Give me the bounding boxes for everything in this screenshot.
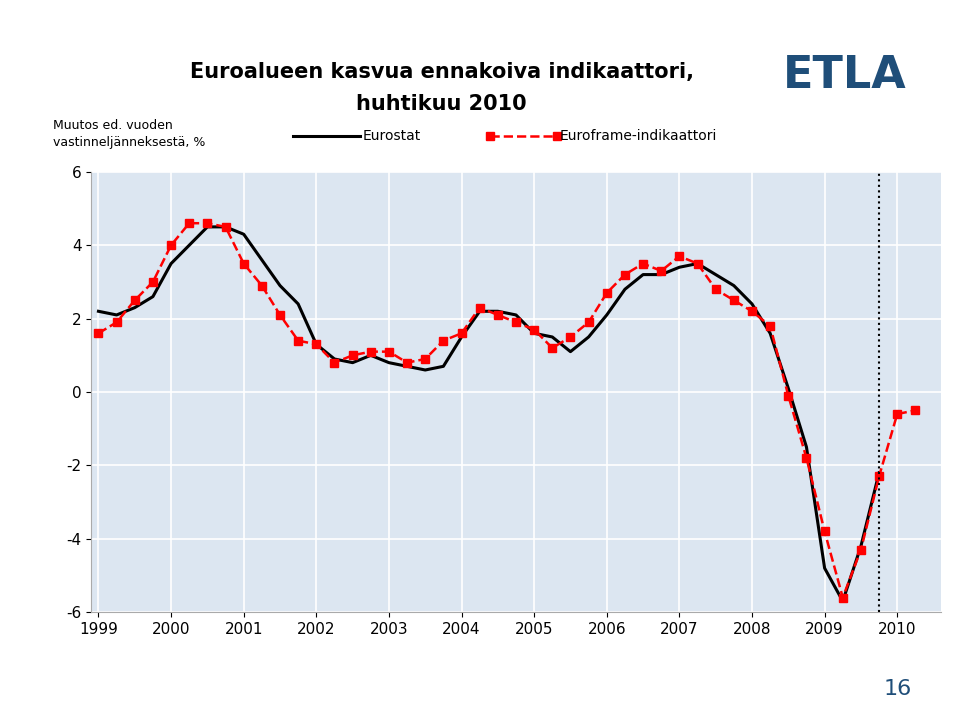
Text: ETLA: ETLA [783, 54, 906, 97]
Text: Euroframe-indikaattori: Euroframe-indikaattori [560, 129, 717, 143]
Text: huhtikuu 2010: huhtikuu 2010 [356, 94, 527, 114]
Text: vastinneljänneksestä, %: vastinneljänneksestä, % [53, 136, 205, 149]
Text: 16: 16 [883, 679, 912, 699]
Text: THE RESEARCH INSTITUTE OF THE FINNISH ECONOMY: THE RESEARCH INSTITUTE OF THE FINNISH EC… [12, 690, 347, 700]
Text: Euroalueen kasvua ennakoiva indikaattori,: Euroalueen kasvua ennakoiva indikaattori… [190, 62, 693, 82]
Text: Muutos ed. vuoden: Muutos ed. vuoden [53, 120, 173, 132]
Text: Eurostat: Eurostat [363, 129, 421, 143]
Text: ELINKEINOELÄMÄN TUTKIMUSLAITOS: ELINKEINOELÄMÄN TUTKIMUSLAITOS [12, 674, 244, 684]
